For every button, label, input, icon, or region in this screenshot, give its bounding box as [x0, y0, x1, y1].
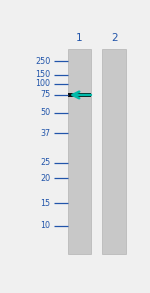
- Text: 150: 150: [35, 70, 50, 79]
- Text: 100: 100: [35, 79, 50, 88]
- Bar: [68, 93, 91, 97]
- Text: 20: 20: [40, 174, 50, 183]
- Text: 25: 25: [40, 158, 50, 167]
- Bar: [102, 49, 126, 254]
- Text: 50: 50: [40, 108, 50, 117]
- Text: 75: 75: [40, 91, 50, 99]
- Text: 37: 37: [40, 129, 50, 138]
- Text: 15: 15: [40, 199, 50, 208]
- Text: 2: 2: [111, 33, 117, 43]
- Text: 250: 250: [35, 57, 50, 66]
- Text: 10: 10: [40, 221, 50, 230]
- Bar: [68, 49, 91, 254]
- Text: 1: 1: [76, 33, 83, 43]
